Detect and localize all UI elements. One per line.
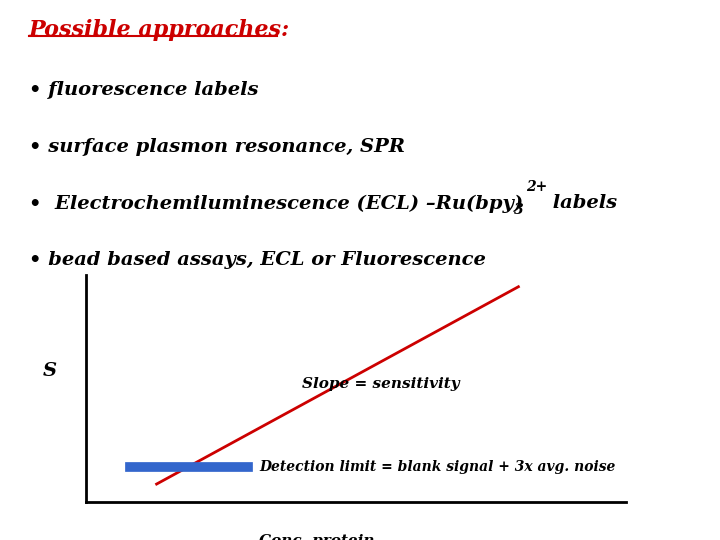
- Text: labels: labels: [546, 194, 617, 212]
- Text: 2+: 2+: [526, 179, 547, 193]
- Text: • bead based assays, ECL or Fluorescence: • bead based assays, ECL or Fluorescence: [29, 251, 486, 269]
- Text: •  Electrochemiluminescence (ECL) –Ru(bpy): • Electrochemiluminescence (ECL) –Ru(bpy…: [29, 194, 523, 213]
- Text: 3: 3: [514, 202, 523, 217]
- Text: Slope = sensitivity: Slope = sensitivity: [302, 377, 460, 392]
- Text: • surface plasmon resonance, SPR: • surface plasmon resonance, SPR: [29, 138, 405, 156]
- Text: Conc. protein: Conc. protein: [259, 534, 374, 540]
- Text: • fluorescence labels: • fluorescence labels: [29, 81, 258, 99]
- Text: S: S: [43, 362, 58, 380]
- Text: Detection limit = blank signal + 3x avg. noise: Detection limit = blank signal + 3x avg.…: [259, 460, 616, 474]
- Text: Possible approaches:: Possible approaches:: [29, 19, 290, 41]
